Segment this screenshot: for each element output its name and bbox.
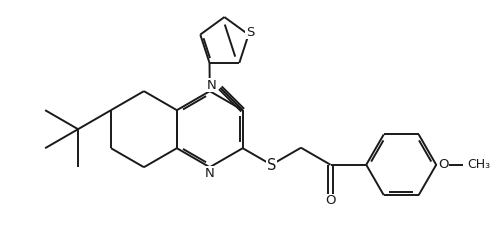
Text: O: O [325, 194, 336, 207]
Text: N: N [205, 167, 215, 179]
Text: O: O [438, 158, 448, 171]
Text: S: S [246, 26, 254, 39]
Text: CH₃: CH₃ [467, 158, 490, 171]
Text: S: S [267, 158, 276, 173]
Text: N: N [207, 79, 216, 92]
